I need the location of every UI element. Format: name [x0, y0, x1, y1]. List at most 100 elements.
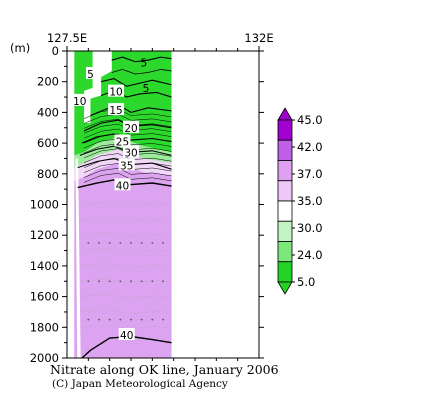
chart-title: Nitrate along OK line, January 2006: [50, 362, 279, 377]
contour-deep-minor: [79, 263, 172, 268]
y-tick-label: 0: [52, 44, 59, 58]
y-tick-label: 1800: [30, 320, 59, 334]
contour-minor: [83, 168, 172, 178]
contour-label-bg: [114, 178, 131, 191]
contour-label: 40: [120, 330, 133, 342]
contour-label: 5: [87, 69, 94, 81]
station-dot: [162, 280, 164, 283]
station-dot: [87, 318, 90, 321]
contour-label: 35: [120, 160, 133, 172]
contour-deep-minor: [79, 217, 172, 222]
credit-text: (C) Japan Meteorological Agency: [52, 378, 228, 390]
station-dot: [108, 241, 111, 244]
contour-minor: [83, 172, 172, 183]
missing-upper-gap: [84, 51, 112, 124]
station-dot: [151, 241, 154, 244]
y-tick-label: 2000: [30, 351, 59, 365]
contour-deep-minor: [79, 294, 172, 299]
station-dot: [140, 241, 143, 244]
contour-label-bg: [123, 145, 139, 158]
contour-minor: [83, 109, 172, 119]
contour-10: [101, 78, 172, 87]
colorbar-tick-label: 37.0: [297, 167, 323, 181]
contour-label: 10: [73, 96, 86, 108]
contour-label: 15: [109, 105, 122, 117]
colorbar-swatch: [277, 180, 293, 202]
contour-5: [111, 56, 172, 63]
y-tick-label: 1400: [30, 259, 59, 273]
colorbar-swatch: [277, 119, 293, 141]
y-tick-label: 200: [37, 75, 59, 89]
y-tick-label: 800: [37, 167, 59, 181]
y-tick-label: 600: [37, 136, 59, 150]
contour-30: [79, 145, 172, 156]
y-axis-label: (m): [10, 41, 30, 55]
station-dot: [108, 280, 111, 283]
contour-label: 5: [143, 83, 150, 95]
colorbar-tick-label: 24.0: [297, 248, 323, 262]
y-tick-label: 1600: [30, 290, 59, 304]
station-dot: [98, 241, 100, 244]
contour-deep-minor: [79, 309, 172, 314]
contour-label-bg: [71, 93, 88, 106]
colorbar-swatch: [277, 160, 293, 182]
contour-label: 5: [140, 58, 147, 70]
contour-label: 20: [124, 123, 137, 135]
x-tick-label: 132E: [244, 31, 273, 45]
colorbar-bottom-arrow: [277, 281, 293, 295]
colorbar-swatch: [277, 220, 293, 242]
station-dot: [119, 318, 122, 321]
colorbar-tick-label: 45.0: [297, 113, 323, 127]
station-dot: [130, 280, 132, 283]
colorbar-tick-label: 30.0: [297, 221, 323, 235]
station-dot: [151, 318, 154, 321]
contour-deep-minor: [79, 232, 172, 237]
contour-label: 10: [109, 87, 122, 99]
colorbar-swatch: [277, 241, 293, 263]
contour-label-bg: [114, 134, 131, 147]
colorbar-tick-label: 42.0: [297, 140, 323, 154]
station-dot: [130, 241, 132, 244]
contour-label-bg: [108, 84, 125, 97]
contour-deep-minor: [79, 201, 172, 207]
y-tick-label: 1200: [30, 228, 59, 242]
contour-deep-minor: [79, 278, 172, 284]
station-dot: [119, 280, 122, 283]
contour-label-bg: [118, 158, 135, 171]
station-dot: [98, 280, 100, 283]
station-dot: [162, 318, 164, 321]
contour-deep-minor: [79, 247, 172, 253]
station-dot: [140, 318, 143, 321]
colorbar-tick-label: 5.0: [297, 275, 315, 289]
station-dot: [87, 280, 90, 283]
station-dot: [130, 318, 132, 321]
contour-label: 40: [116, 180, 129, 192]
x-tick-label: 127.5E: [47, 31, 87, 45]
contour-label: 30: [124, 147, 137, 159]
colorbar-swatch: [277, 200, 293, 222]
contour-15: [90, 104, 172, 116]
contour-label-bg: [123, 120, 139, 133]
field-transition: [74, 149, 172, 182]
station-dot: [162, 241, 164, 244]
colorbar-swatch: [277, 261, 293, 283]
colorbar-tick-label: 35.0: [297, 194, 323, 208]
station-dot: [119, 241, 122, 244]
missing-sliver: [75, 158, 81, 358]
contour-minor: [83, 113, 172, 124]
colorbar-top-arrow: [277, 107, 293, 121]
station-dot: [140, 280, 143, 283]
y-tick-label: 400: [37, 105, 59, 119]
contour-label-bg: [85, 67, 95, 80]
missing-left: [67, 51, 75, 358]
contour-label-bg: [108, 103, 125, 116]
station-dot: [151, 280, 154, 283]
contour-5b: [111, 68, 172, 75]
station-dot: [98, 318, 100, 321]
station-dot: [87, 241, 90, 244]
y-tick-label: 1000: [30, 198, 59, 212]
contour-label-bg: [118, 327, 135, 340]
station-dot: [108, 318, 111, 321]
colorbar-swatch: [277, 139, 293, 161]
